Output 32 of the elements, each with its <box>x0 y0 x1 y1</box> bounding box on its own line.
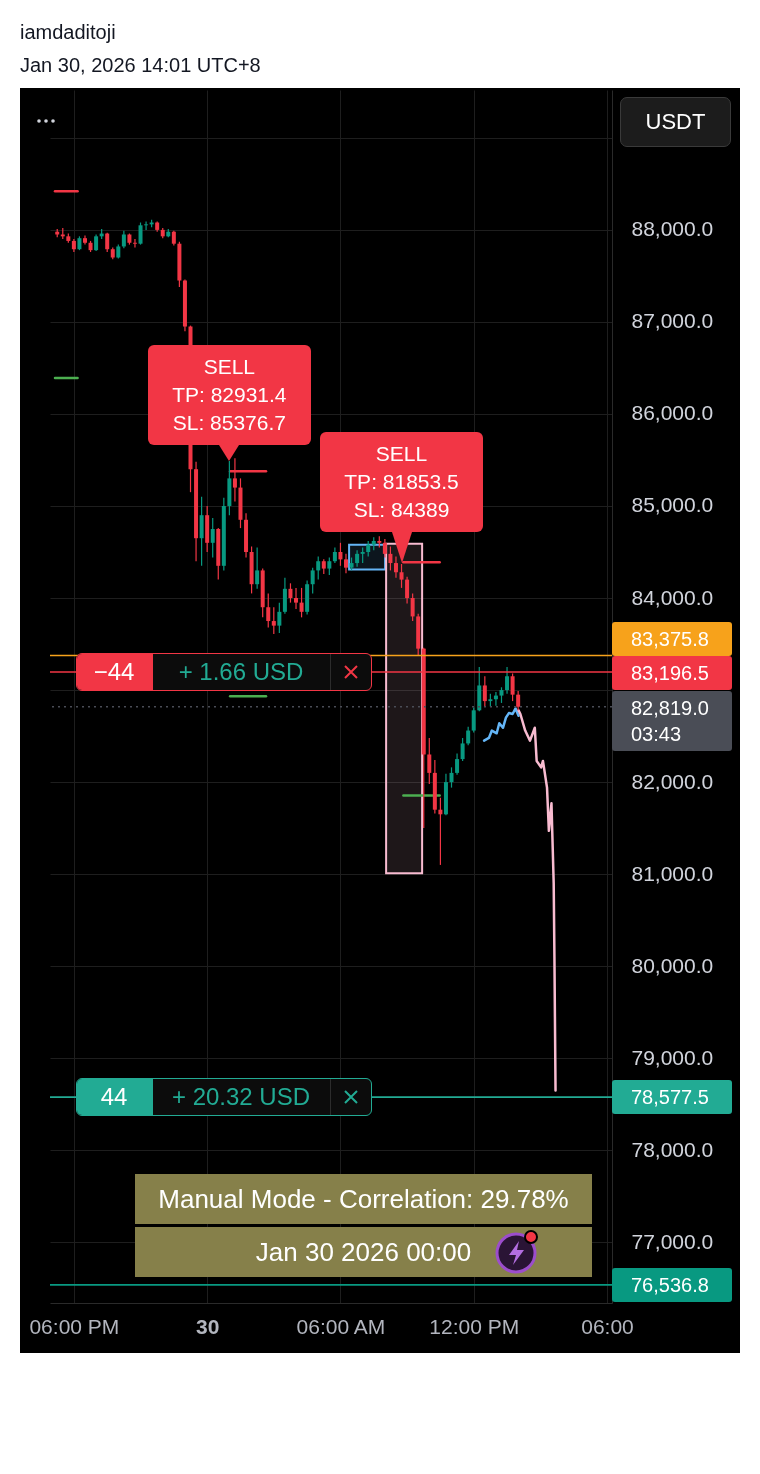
annotation: −44 <box>93 657 135 686</box>
y-tick-label: 78,000.0 <box>631 1137 714 1161</box>
ref-line-label: 76,536.8 <box>631 1272 710 1298</box>
y-tick-label: 79,000.0 <box>631 1045 714 1069</box>
ref-line-label: 83,196.5 <box>631 661 710 687</box>
y-axis-title: USDT <box>620 97 731 147</box>
annotation: SELL TP: 82931.4 SL: 85376.7 <box>171 353 288 436</box>
ref-line-label: 82,819.0 03:43 <box>631 696 710 748</box>
annotation: + 20.32 USD <box>171 1083 311 1112</box>
x-tick-label: 12:00 PM <box>429 1314 520 1338</box>
ref-line-label: 83,375.8 <box>631 627 710 653</box>
y-tick-label: 86,000.0 <box>631 401 714 425</box>
y-tick-label: 82,000.0 <box>631 769 714 793</box>
chart-title: iamdaditoji <box>20 20 117 45</box>
x-tick-label: 06:00 PM <box>29 1314 120 1338</box>
y-tick-label: 87,000.0 <box>631 309 714 333</box>
y-tick-label: 84,000.0 <box>631 585 714 609</box>
x-tick-label: 06:00 AM <box>296 1314 386 1338</box>
y-tick-label: 81,000.0 <box>631 861 714 885</box>
ref-line-label: 78,577.5 <box>631 1085 710 1111</box>
chart-subtitle: Jan 30, 2026 14:01 UTC+8 <box>20 53 261 78</box>
annotation: Manual Mode - Correlation: 29.78% <box>158 1183 569 1215</box>
annotation: 44 <box>100 1083 128 1112</box>
annotation: + 1.66 USD <box>178 657 304 686</box>
annotation: SELL TP: 81853.5 SL: 84389 <box>343 441 460 524</box>
x-tick-label: 06:00 <box>581 1314 634 1338</box>
y-tick-label: 85,000.0 <box>631 493 714 517</box>
annotation: Jan 30 2026 00:00 <box>255 1236 472 1268</box>
y-tick-label: 88,000.0 <box>631 217 714 241</box>
x-tick-label: 30 <box>195 1314 220 1338</box>
y-tick-label: 77,000.0 <box>631 1229 714 1253</box>
y-tick-label: 80,000.0 <box>631 953 714 977</box>
